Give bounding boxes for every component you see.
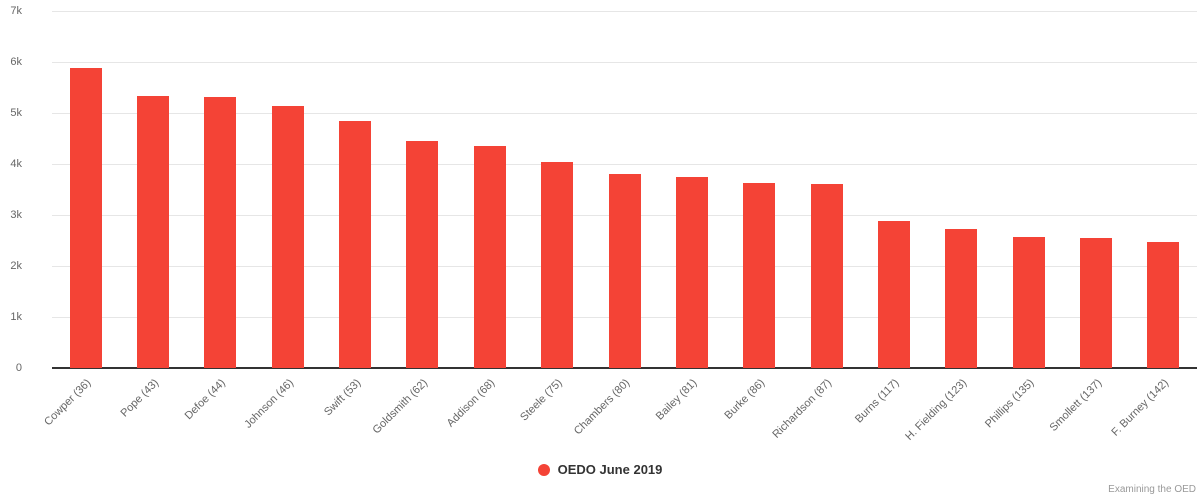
x-axis-label: Steele (75) (518, 376, 566, 424)
bar[interactable] (473, 146, 506, 368)
bar[interactable] (541, 162, 574, 368)
y-axis-label: 5k (10, 107, 22, 119)
bar[interactable] (69, 68, 102, 368)
y-axis-label: 7k (10, 5, 22, 17)
x-axis-label: Burke (86) (722, 376, 768, 422)
y-axis-label: 0 (15, 362, 22, 374)
x-axis-label: Chambers (80) (572, 376, 633, 438)
gridline (52, 164, 1197, 165)
y-axis-label: 1k (10, 311, 22, 323)
gridline (52, 11, 1197, 12)
x-axis-label: Bailey (81) (654, 376, 700, 423)
x-axis-line (52, 367, 1197, 369)
x-axis-label: Richardson (87) (770, 376, 835, 441)
bar[interactable] (1147, 241, 1180, 368)
bar[interactable] (204, 96, 237, 368)
x-axis-label: Phillips (135) (983, 376, 1037, 431)
x-axis-label: Addison (68) (445, 376, 498, 430)
y-axis-label: 2k (10, 260, 22, 272)
x-axis-label: Cowper (36) (42, 376, 94, 429)
x-axis-label: H. Fielding (123) (903, 376, 970, 443)
bar[interactable] (743, 182, 776, 368)
y-axis-label: 6k (10, 56, 22, 68)
x-axis-label: Goldsmith (62) (370, 376, 431, 437)
bar[interactable] (810, 183, 843, 368)
legend-item[interactable]: OEDO June 2019 (0, 462, 1200, 477)
x-axis-label: F. Burney (142) (1109, 376, 1172, 439)
x-axis-label: Johnson (46) (241, 376, 296, 431)
x-axis-label: Smollett (137) (1046, 376, 1104, 434)
bar[interactable] (1079, 237, 1112, 368)
bar[interactable] (608, 174, 641, 368)
x-axis-label: Swift (53) (321, 376, 363, 419)
x-axis-label: Defoe (44) (183, 376, 229, 423)
bar[interactable] (406, 140, 439, 368)
gridline (52, 62, 1197, 63)
x-axis-label: Burns (117) (853, 376, 902, 426)
legend-marker-icon (537, 463, 550, 476)
x-axis-label: Pope (43) (118, 376, 161, 420)
bar[interactable] (271, 105, 304, 368)
bar[interactable] (877, 220, 910, 368)
bar[interactable] (137, 96, 170, 368)
credits-link[interactable]: Examining the OED (1108, 484, 1196, 495)
bar[interactable] (945, 228, 978, 368)
bar[interactable] (339, 121, 372, 368)
bar[interactable] (1012, 236, 1045, 368)
bar[interactable] (675, 177, 708, 368)
y-axis-label: 3k (10, 209, 22, 221)
legend-label: OEDO June 2019 (557, 462, 663, 477)
y-axis-label: 4k (10, 158, 22, 170)
gridline (52, 113, 1197, 114)
